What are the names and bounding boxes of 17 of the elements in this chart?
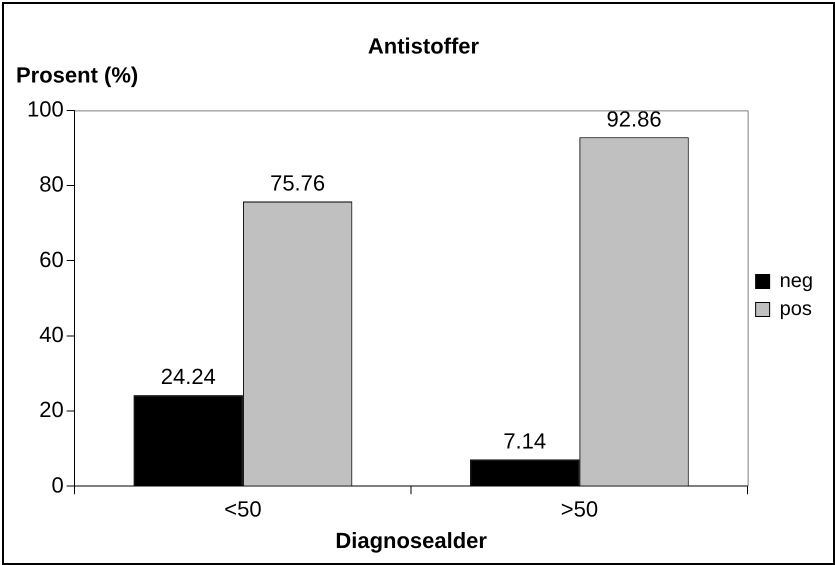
x-axis-title: Diagnosealder (335, 528, 488, 553)
data-label: 75.76 (270, 170, 326, 196)
y-tick-label: 0 (51, 472, 64, 498)
data-label: 7.14 (503, 428, 546, 454)
y-tick-label: 80 (39, 172, 64, 197)
y-axis-title: Prosent (%) (16, 62, 138, 88)
x-tick-label: <50 (224, 496, 262, 522)
legend-label: neg (780, 270, 814, 292)
y-tick-label: 100 (26, 96, 64, 122)
legend-label: pos (780, 298, 812, 320)
chart-title: Antistoffer (368, 33, 480, 58)
y-tick-label: 40 (39, 322, 64, 347)
data-label: 92.86 (606, 106, 662, 132)
y-tick-label: 60 (39, 246, 64, 272)
y-tick-label: 20 (39, 397, 64, 422)
data-label: 24.24 (160, 364, 216, 390)
x-tick-label: >50 (560, 496, 598, 522)
